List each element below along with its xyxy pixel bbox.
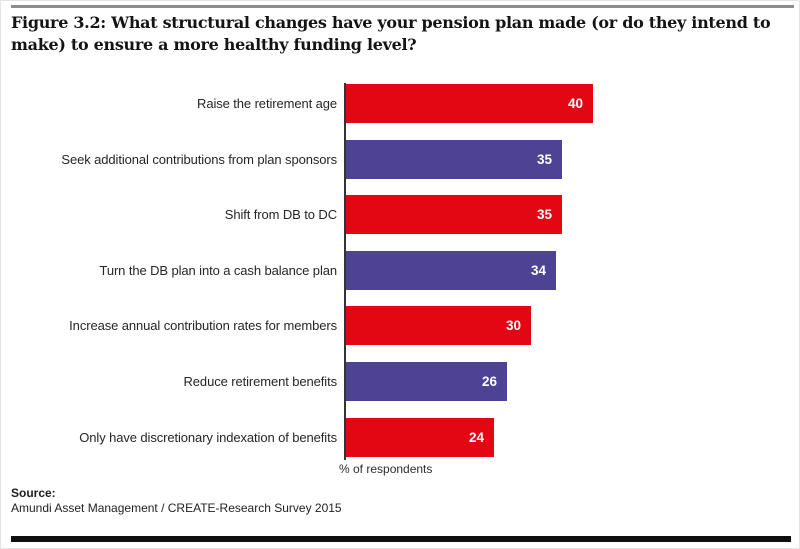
bottom-divider [11,536,791,542]
category-label: Increase annual contribution rates for m… [69,318,337,334]
category-label: Only have discretionary indexation of be… [79,429,337,445]
category-label: Turn the DB plan into a cash balance pla… [99,262,337,278]
top-divider [11,5,794,8]
x-axis-label: % of respondents [339,462,433,476]
source-block: Source: Amundi Asset Management / CREATE… [11,486,342,515]
bar-row: Seek additional contributions from plan … [1,139,799,179]
value-label: 35 [536,151,552,167]
category-label: Shift from DB to DC [224,207,337,223]
bar-row: Shift from DB to DC 35 [1,195,799,235]
bar: 40 [346,84,593,123]
bar-row: Raise the retirement age 40 [1,84,799,123]
category-label: Reduce retirement benefits [183,373,338,389]
y-axis-line [344,83,346,460]
bar-row: Turn the DB plan into a cash balance pla… [1,250,799,290]
value-label: 40 [567,96,583,111]
value-label: 35 [536,207,552,223]
value-label: 30 [505,318,521,334]
bar-row: Only have discretionary indexation of be… [1,417,799,457]
bar: 26 [346,361,507,401]
value-label: 24 [468,429,484,445]
bar: 34 [346,250,556,290]
bar: 30 [346,306,531,346]
source-label: Source: [11,486,56,500]
bar-rows: Raise the retirement age 40 Seek additio… [1,84,799,473]
figure-title: Figure 3.2: What structural changes have… [11,13,771,54]
category-label: Raise the retirement age [197,96,337,111]
value-label: 26 [481,373,497,389]
bar-row: Reduce retirement benefits 26 [1,361,799,401]
bar: 24 [346,417,494,457]
bar-row: Increase annual contribution rates for m… [1,306,799,346]
value-label: 34 [530,262,546,278]
bar: 35 [346,195,562,235]
bar: 35 [346,139,562,179]
source-text: Amundi Asset Management / CREATE-Researc… [11,500,342,515]
category-label: Seek additional contributions from plan … [61,151,337,167]
